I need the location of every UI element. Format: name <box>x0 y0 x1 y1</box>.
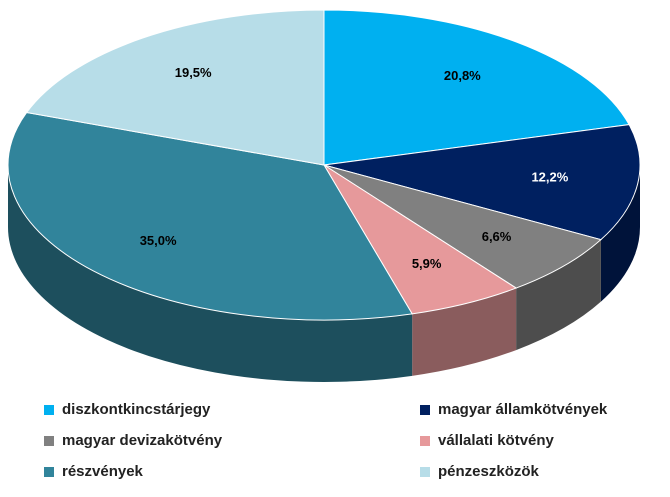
slice <box>323 9 630 166</box>
slice <box>323 164 602 289</box>
legend-label: magyar államkötvények <box>438 401 608 418</box>
legend-label: részvények <box>62 463 144 480</box>
value-label: 35,0% <box>140 233 177 248</box>
value-label: 20,8% <box>444 68 481 83</box>
slice-side <box>516 239 601 351</box>
value-label: 19,5% <box>175 65 212 80</box>
value-label: 12,2% <box>531 170 568 185</box>
value-label: 5,9% <box>412 256 442 271</box>
slice-side <box>8 165 413 382</box>
legend-swatch <box>44 405 54 415</box>
slice <box>323 124 641 241</box>
slice <box>7 111 413 321</box>
slice <box>25 9 325 166</box>
legend-label: diszkontkincstárjegy <box>62 401 211 418</box>
legend-label: magyar devizakötvény <box>62 432 223 449</box>
legend-swatch <box>420 467 430 477</box>
slice-side <box>600 165 640 302</box>
legend-swatch <box>44 467 54 477</box>
value-label: 6,6% <box>482 229 512 244</box>
legend-label: vállalati kötvény <box>438 432 555 449</box>
legend-swatch <box>420 436 430 446</box>
legend-swatch <box>420 405 430 415</box>
legend-label: pénzeszközök <box>438 463 540 480</box>
legend-swatch <box>44 436 54 446</box>
